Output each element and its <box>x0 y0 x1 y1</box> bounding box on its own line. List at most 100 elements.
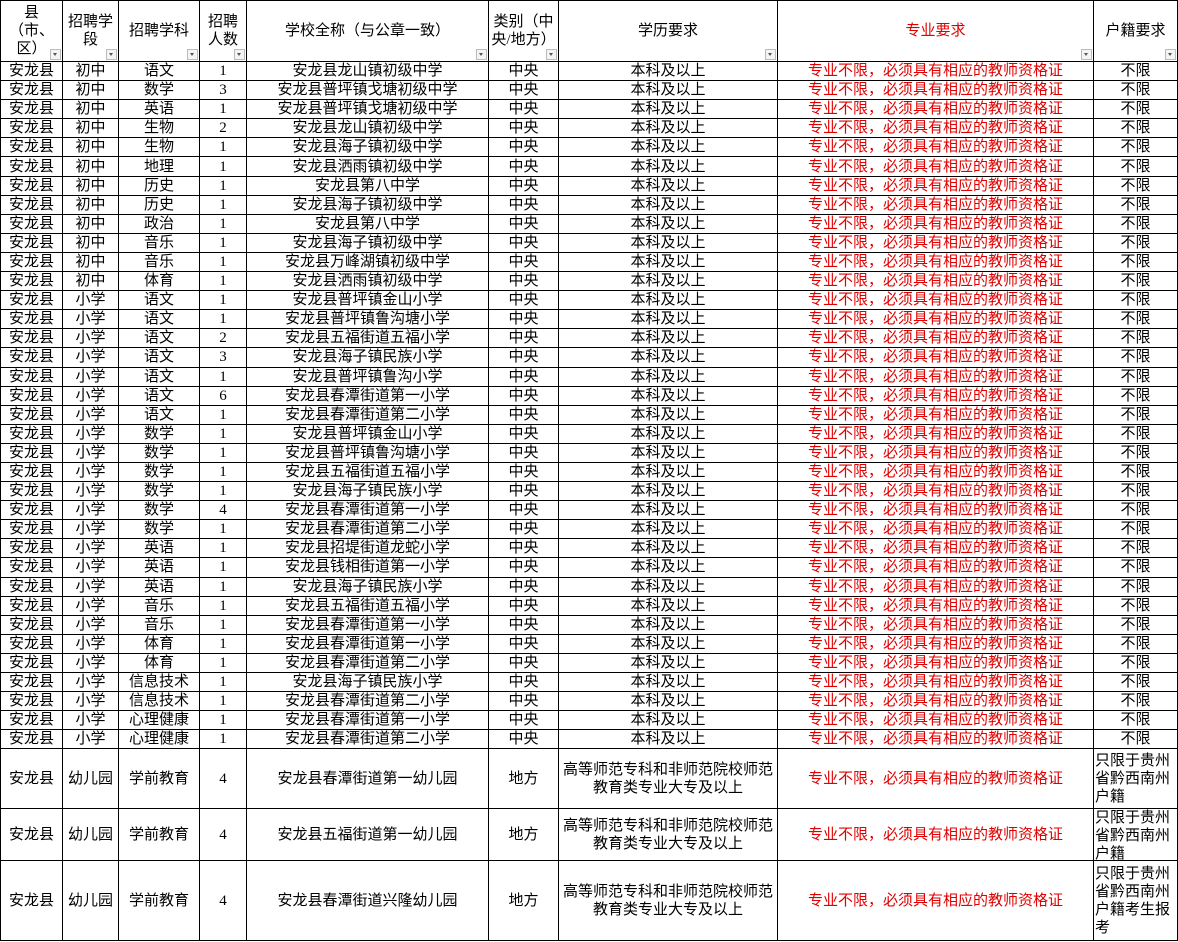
table-cell: 安龙县春潭街道第二小学 <box>246 691 489 712</box>
cell-text: 不限 <box>1120 674 1151 691</box>
cell-text: 本科及以上 <box>630 731 706 748</box>
table-cell: 安龙县钱相街道第一小学 <box>246 557 489 578</box>
filter-button[interactable] <box>1165 49 1176 60</box>
cell-text: 安龙县 <box>8 139 54 156</box>
cell-text: 中央 <box>508 196 539 213</box>
table-cell: 语文 <box>118 60 200 82</box>
table-cell: 中央 <box>488 251 559 273</box>
table-cell: 专业不限，必须具有相应的教师资格证 <box>777 80 1094 101</box>
cell-text: 小学 <box>75 654 106 671</box>
table-cell: 专业不限，必须具有相应的教师资格证 <box>777 557 1094 578</box>
cell-text: 英语 <box>143 559 174 576</box>
table-cell: 1 <box>199 461 247 483</box>
cell-text: 中央 <box>508 635 539 652</box>
table-cell: 1 <box>199 213 247 234</box>
table-cell: 中央 <box>488 137 559 158</box>
table-cell: 幼儿园 <box>62 748 119 810</box>
table-row: 安龙县 小学 语文 1 安龙县普坪镇金山小学 中央 本科及以上 专业不限，必须具有相应的教师资… <box>0 290 1178 311</box>
cell-text: 本科及以上 <box>630 196 706 213</box>
table-cell: 中央 <box>488 385 559 406</box>
table-row: 安龙县 初中 生物 2 安龙县龙山镇初级中学 中央 本科及以上 专业不限，必须具有相应的教师资… <box>0 118 1178 139</box>
filter-button[interactable] <box>50 49 61 60</box>
cell-text: 安龙县 <box>8 387 54 404</box>
table-cell: 1 <box>199 538 247 559</box>
table-cell: 专业不限，必须具有相应的教师资格证 <box>777 614 1094 635</box>
cell-text: 数学 <box>143 82 174 99</box>
table-cell: 高等师范专科和非师范院校师范教育类专业大专及以上 <box>558 860 778 942</box>
table-cell: 本科及以上 <box>558 156 778 177</box>
cell-text: 高等师范专科和非师范院校师范教育类专业大专及以上 <box>562 883 773 918</box>
table-cell: 中央 <box>488 404 559 425</box>
cell-text: 本科及以上 <box>630 597 706 614</box>
table-cell: 专业不限，必须具有相应的教师资格证 <box>777 366 1094 387</box>
table-cell: 专业不限，必须具有相应的教师资格证 <box>777 194 1094 215</box>
table-cell: 安龙县普坪镇鲁沟小学 <box>246 366 489 387</box>
table-cell: 不限 <box>1093 175 1178 196</box>
table-cell: 地理 <box>118 156 200 177</box>
cell-text: 专业不限，必须具有相应的教师资格证 <box>807 502 1063 519</box>
cell-text: 本科及以上 <box>630 330 706 347</box>
cell-text: 专业不限，必须具有相应的教师资格证 <box>807 158 1063 175</box>
cell-text: 语文 <box>143 387 174 404</box>
cell-text: 不限 <box>1120 177 1151 194</box>
cell-text: 安龙县 <box>8 292 54 309</box>
cell-text: 不限 <box>1120 120 1151 137</box>
cell-text: 专业不限，必须具有相应的教师资格证 <box>807 444 1063 461</box>
filter-button[interactable] <box>476 49 487 60</box>
cell-text: 专业不限，必须具有相应的教师资格证 <box>807 253 1063 270</box>
table-cell: 本科及以上 <box>558 309 778 330</box>
table-cell: 专业不限，必须具有相应的教师资格证 <box>777 232 1094 253</box>
table-cell: 中央 <box>488 328 559 349</box>
cell-text: 小学 <box>75 731 106 748</box>
cell-text: 只限于贵州省黔西南州户籍考生报考 <box>1095 865 1171 936</box>
table-cell: 本科及以上 <box>558 576 778 597</box>
cell-text: 不限 <box>1120 712 1151 729</box>
table-cell: 语文 <box>118 347 200 368</box>
cell-text: 初中 <box>75 101 106 118</box>
table-cell: 安龙县 <box>0 423 63 444</box>
cell-text: 不限 <box>1120 693 1151 710</box>
cell-text: 专业不限，必须具有相应的教师资格证 <box>807 368 1063 385</box>
cell-text: 不限 <box>1120 616 1151 633</box>
cell-text: 安龙县 <box>8 273 54 290</box>
cell-text: 不限 <box>1120 253 1151 270</box>
cell-text: 小学 <box>75 483 106 500</box>
table-cell: 不限 <box>1093 423 1178 444</box>
table-cell: 专业不限，必须具有相应的教师资格证 <box>777 808 1094 862</box>
table-cell: 本科及以上 <box>558 614 778 635</box>
table-cell: 地方 <box>488 808 559 862</box>
filter-button[interactable] <box>234 49 245 60</box>
table-cell: 中央 <box>488 576 559 597</box>
filter-button[interactable] <box>1081 49 1092 60</box>
table-cell: 1 <box>199 251 247 273</box>
table-cell: 安龙县 <box>0 194 63 215</box>
filter-button[interactable] <box>546 49 557 60</box>
cell-text: 中央 <box>508 368 539 385</box>
column-header: 学历要求 <box>558 0 778 62</box>
table-cell: 1 <box>199 671 247 693</box>
filter-button[interactable] <box>187 49 198 60</box>
cell-text: 信息技术 <box>128 693 189 710</box>
cell-text: 中央 <box>508 234 539 251</box>
table-row: 安龙县 初中 地理 1 安龙县洒雨镇初级中学 中央 本科及以上 专业不限，必须具有相应的教师资… <box>0 156 1178 177</box>
filter-button[interactable] <box>106 49 117 60</box>
cell-text: 本科及以上 <box>630 273 706 290</box>
cell-text: 安龙县 <box>8 464 54 481</box>
table-cell: 1 <box>199 60 247 82</box>
table-cell: 本科及以上 <box>558 481 778 502</box>
filter-button[interactable] <box>765 49 776 60</box>
cell-text: 1 <box>219 406 227 423</box>
table-cell: 初中 <box>62 213 119 234</box>
cell-text: 中央 <box>508 502 539 519</box>
cell-text: 安龙县海子镇初级中学 <box>292 139 443 156</box>
table-cell: 语文 <box>118 366 200 387</box>
cell-text: 中央 <box>508 444 539 461</box>
table-cell: 1 <box>199 366 247 387</box>
cell-text: 1 <box>219 273 227 290</box>
table-row: 安龙县 小学 语文 2 安龙县五福街道五福小学 中央 本科及以上 专业不限，必须具有相应的教师… <box>0 328 1178 349</box>
cell-text: 1 <box>219 693 227 710</box>
cell-text: 数学 <box>143 464 174 481</box>
table-cell: 学前教育 <box>118 748 200 810</box>
table-cell: 不限 <box>1093 614 1178 635</box>
